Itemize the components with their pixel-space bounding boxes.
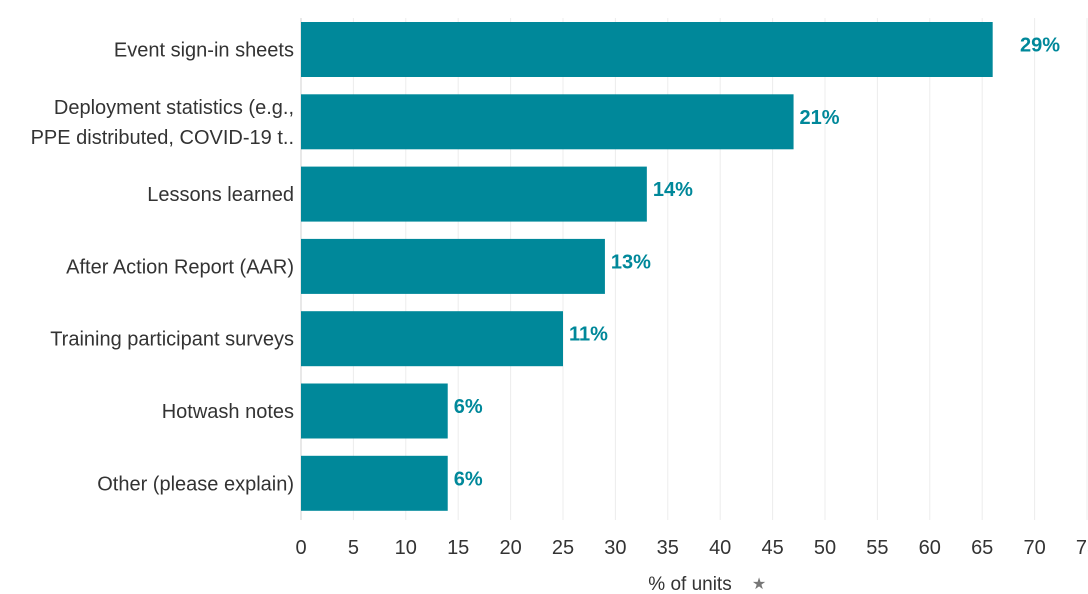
x-tick-label: 0 <box>295 537 306 559</box>
x-axis-title: % of units <box>648 574 731 594</box>
category-label: Training participant surveys <box>50 329 294 351</box>
x-tick-label: 10 <box>395 537 417 559</box>
data-label: 21% <box>800 107 840 129</box>
bar[interactable] <box>301 22 993 77</box>
x-tick-label: 65 <box>971 537 993 559</box>
x-tick-label: 70 <box>1023 537 1045 559</box>
bars <box>301 22 993 511</box>
x-tick-label: 50 <box>814 537 836 559</box>
bar[interactable] <box>301 166 647 222</box>
x-tick-label: 40 <box>709 537 731 559</box>
x-tick-label: 15 <box>447 537 469 559</box>
pin-icon[interactable]: ★ <box>752 576 766 593</box>
category-labels: Event sign-in sheets Deployment statistic… <box>31 40 294 496</box>
category-label: PPE distributed, COVID-19 t.. <box>31 127 294 149</box>
bar[interactable] <box>301 455 448 511</box>
data-labels: 29% 21% 14% 13% 11% 6% 6% <box>454 35 1060 491</box>
x-tick-label: 45 <box>761 537 783 559</box>
category-label: Deployment statistics (e.g., <box>54 97 294 119</box>
category-label: Other (please explain) <box>97 473 294 495</box>
x-tick-label: 55 <box>866 537 888 559</box>
x-tick-labels: 0 5 10 15 20 25 30 35 40 45 50 55 60 65 70 75 <box>295 537 1088 559</box>
data-label: 6% <box>454 468 483 490</box>
data-label: 6% <box>454 396 483 418</box>
x-tick-label: 75 <box>1076 537 1088 559</box>
bar[interactable] <box>301 238 605 294</box>
x-tick-label: 25 <box>552 537 574 559</box>
data-label: 11% <box>569 324 608 346</box>
bar[interactable] <box>301 383 448 439</box>
category-label: After Action Report (AAR) <box>66 256 294 278</box>
x-tick-label: 5 <box>348 537 359 559</box>
data-label: 14% <box>653 179 693 201</box>
data-label: 13% <box>611 251 651 273</box>
category-label: Hotwash notes <box>162 401 294 423</box>
x-tick-label: 30 <box>604 537 626 559</box>
category-label: Lessons learned <box>147 184 294 206</box>
x-tick-label: 20 <box>499 537 521 559</box>
category-label: Event sign-in sheets <box>114 40 294 62</box>
x-tick-label: 60 <box>919 537 941 559</box>
x-tick-label: 35 <box>657 537 679 559</box>
data-label: 29% <box>1020 35 1060 57</box>
bar[interactable] <box>301 94 794 150</box>
bar[interactable] <box>301 311 563 367</box>
